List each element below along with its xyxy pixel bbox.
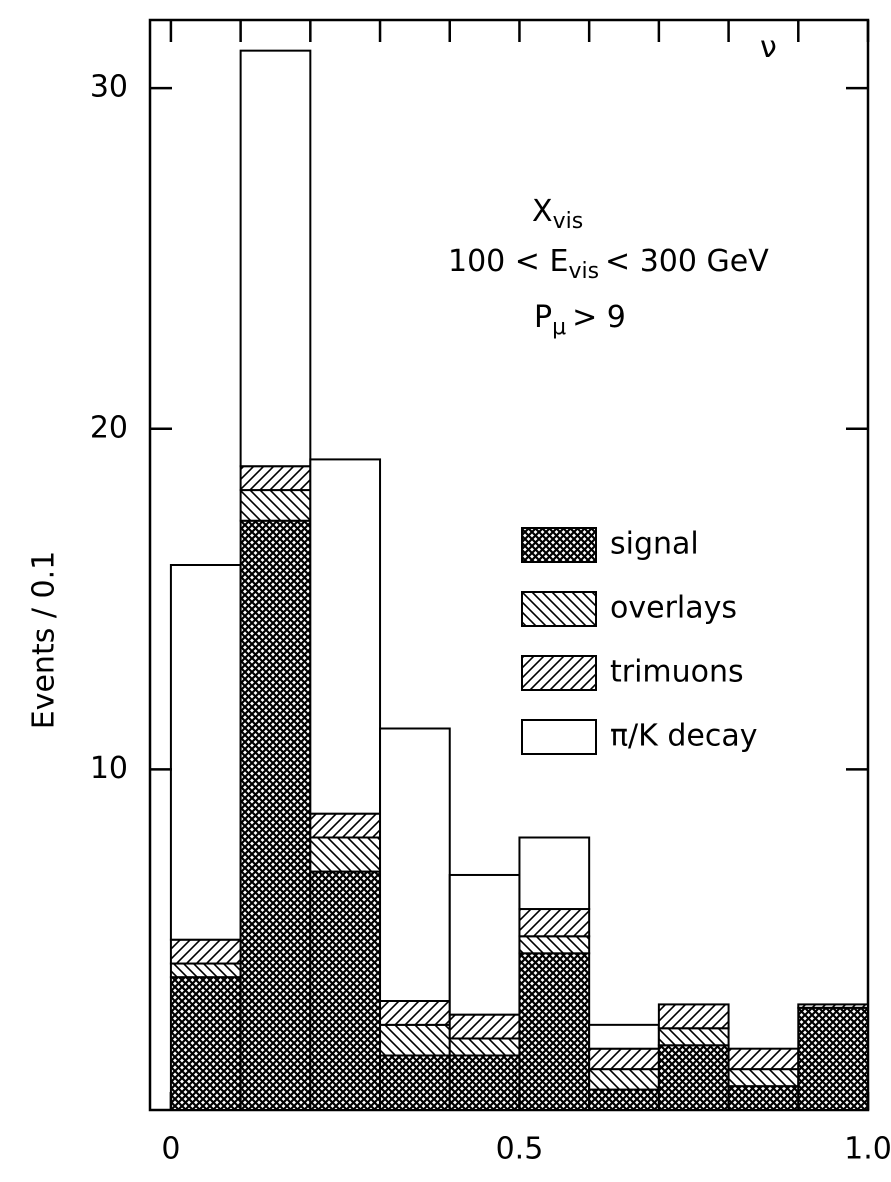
annotation: Pμ > 9 — [534, 300, 626, 341]
legend-swatch — [521, 527, 597, 563]
y-axis-label: Events / 0.1 — [27, 551, 62, 729]
annotation-text: > 9 — [572, 300, 626, 335]
annotation-text: P — [534, 300, 552, 335]
bar-segment — [448, 1037, 521, 1057]
legend-label: π/K decay — [610, 719, 758, 754]
bar-segment — [797, 1006, 869, 1111]
bar-segment — [309, 458, 382, 815]
legend-label: overlays — [610, 591, 737, 626]
y-tick-label: 30 — [90, 70, 128, 105]
legend-label: trimuons — [610, 655, 744, 690]
bar-segment — [657, 1003, 730, 1030]
annotation-text: ν — [760, 30, 777, 65]
x-tick-label: 0 — [161, 1132, 180, 1167]
bar-segment — [448, 1013, 521, 1040]
bar-segment — [588, 1088, 660, 1111]
bar-segment — [169, 976, 242, 1111]
bar-segment — [588, 1068, 660, 1091]
bar-segment — [379, 1000, 451, 1026]
bar-segment — [518, 908, 591, 938]
annotation-text: 100 < E — [448, 244, 568, 279]
bar-segment — [309, 812, 382, 839]
bar-segment — [239, 489, 312, 522]
x-tick-label: 1.0 — [844, 1132, 891, 1167]
annotation: Xvis — [532, 194, 583, 235]
bar-segment — [657, 1027, 730, 1047]
bar-segment — [169, 564, 242, 941]
bar-segment — [379, 1023, 451, 1057]
bar-segment — [657, 1044, 730, 1111]
annotation: ν — [760, 30, 777, 65]
bar-segment — [239, 465, 312, 492]
bar-segment — [239, 49, 312, 468]
annotation-text: < 300 GeV — [605, 244, 769, 279]
legend-swatch — [521, 591, 597, 627]
x-tick-label: 0.5 — [496, 1132, 544, 1167]
bar-segment — [239, 519, 312, 1111]
legend-swatch — [521, 655, 597, 691]
bar-segment — [518, 952, 591, 1111]
bar-segment — [169, 962, 242, 979]
y-tick-label: 20 — [90, 410, 128, 445]
y-tick-label: 10 — [90, 751, 128, 786]
bar-segment — [797, 1003, 869, 1009]
bar-segment — [309, 836, 382, 873]
annotation-text: X — [532, 194, 553, 229]
annotation-subscript: vis — [553, 209, 584, 234]
bar-segment — [379, 1054, 451, 1111]
bar-segment — [379, 727, 451, 1002]
legend-swatch — [521, 719, 597, 755]
bar-segment — [518, 935, 591, 955]
bar-segment — [727, 1068, 800, 1088]
bar-segment — [448, 1054, 521, 1111]
bar-segment — [518, 836, 591, 911]
legend-label: signal — [610, 527, 699, 562]
bar-segment — [588, 1047, 660, 1071]
bar-segment — [727, 1085, 800, 1111]
annotation: 100 < Evis < 300 GeV — [448, 244, 769, 285]
bar-segment — [309, 870, 382, 1111]
bar-segment — [588, 1023, 660, 1050]
annotation-subscript: vis — [568, 259, 599, 284]
bar-segment — [169, 938, 242, 965]
annotation-subscript: μ — [552, 315, 566, 340]
bar-segment — [727, 1047, 800, 1071]
bar-segment — [448, 873, 521, 1016]
